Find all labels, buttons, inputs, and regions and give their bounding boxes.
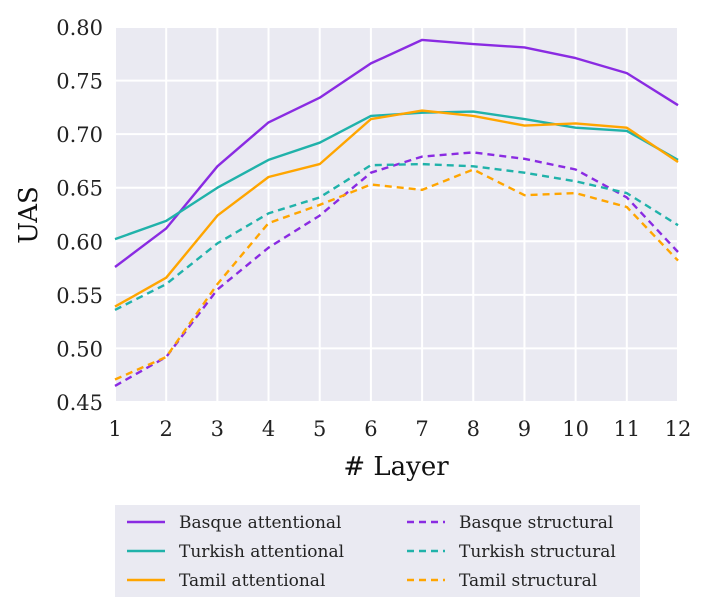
y-tick-label: 0.65 (56, 177, 103, 201)
legend-entry-label: Tamil structural (459, 571, 597, 591)
series-line (114, 151, 679, 387)
x-tick-label: 4 (262, 417, 275, 441)
series-lines (114, 38, 679, 387)
y-axis-label: UAS (14, 186, 44, 244)
series-line (114, 109, 679, 308)
legend-entry-label: Tamil attentional (179, 571, 325, 591)
x-tick-label: 11 (613, 417, 640, 441)
y-tick-label: 0.55 (56, 284, 103, 308)
grid (114, 26, 679, 403)
y-tick-labels: 0.45 0.50 0.55 0.60 0.65 0.70 0.75 0.80 (56, 16, 103, 415)
x-tick-label: 7 (415, 417, 428, 441)
x-tick-label: 9 (518, 417, 531, 441)
x-tick-label: 8 (467, 417, 480, 441)
x-tick-label: 2 (159, 417, 172, 441)
x-axis-label: # Layer (343, 452, 449, 482)
series-line (114, 168, 679, 381)
series-line (114, 162, 679, 311)
legend: Basque attentional Turkish attentional Tam… (115, 505, 640, 597)
x-tick-label: 10 (562, 417, 589, 441)
legend-entry-label: Turkish structural (459, 542, 616, 562)
x-tick-labels: 1 2 3 4 5 6 7 8 9 10 11 12 (108, 417, 691, 441)
y-tick-label: 0.45 (56, 391, 103, 415)
x-tick-label: 12 (665, 417, 692, 441)
x-tick-label: 3 (211, 417, 224, 441)
plot-background (115, 27, 678, 402)
x-tick-label: 1 (108, 417, 121, 441)
series-line (114, 38, 679, 268)
y-tick-label: 0.80 (56, 16, 103, 40)
legend-entry-label: Basque attentional (179, 513, 341, 533)
legend-entry-label: Turkish attentional (179, 542, 344, 562)
y-tick-label: 0.70 (56, 123, 103, 147)
y-tick-label: 0.60 (56, 230, 103, 254)
y-tick-label: 0.50 (56, 337, 103, 361)
y-tick-label: 0.75 (56, 70, 103, 94)
x-tick-label: 5 (313, 417, 326, 441)
x-tick-label: 6 (364, 417, 377, 441)
legend-entry-label: Basque structural (459, 513, 613, 533)
legend-box (115, 505, 640, 597)
